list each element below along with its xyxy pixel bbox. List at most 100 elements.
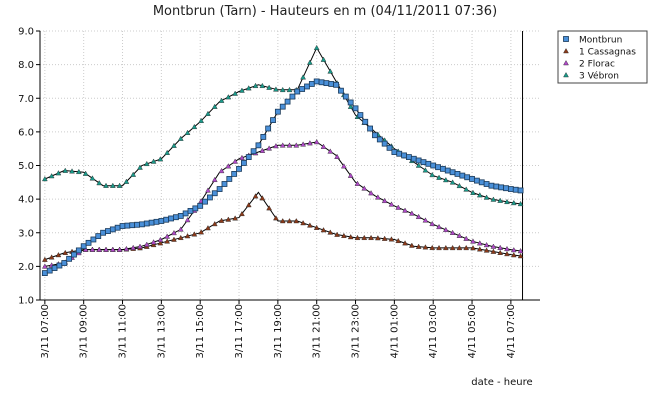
data-point <box>422 167 429 173</box>
x-tick-label: 3/11 13:00 <box>156 304 167 358</box>
data-point <box>294 88 301 95</box>
data-point <box>62 167 69 173</box>
data-point <box>381 197 388 204</box>
data-point <box>103 182 109 188</box>
data-point <box>239 210 245 217</box>
data-point <box>341 163 347 169</box>
data-point <box>386 144 393 151</box>
data-point <box>323 80 330 87</box>
data-point <box>442 244 449 251</box>
data-point <box>173 214 179 221</box>
data-point <box>476 192 483 198</box>
data-point <box>232 90 238 96</box>
data-point <box>42 263 48 269</box>
data-point <box>470 189 476 195</box>
data-point <box>143 241 150 247</box>
data-point <box>48 254 55 260</box>
data-point <box>119 223 126 229</box>
legend-label: 2 Florac <box>579 60 615 70</box>
data-point <box>367 125 373 132</box>
data-point <box>300 220 306 226</box>
data-point <box>504 251 510 257</box>
data-point <box>286 142 293 148</box>
data-point <box>338 87 344 94</box>
data-point <box>191 231 198 237</box>
data-point <box>202 198 208 205</box>
data-point <box>157 240 164 246</box>
data-point <box>327 148 334 154</box>
data-point <box>376 136 383 143</box>
data-point <box>483 242 490 248</box>
data-point <box>490 196 497 202</box>
legend-label: 1 Cassagnas <box>579 48 636 58</box>
legend-marker <box>563 36 569 42</box>
data-point <box>456 232 463 238</box>
y-tick-label: 8.0 <box>18 60 34 71</box>
data-point <box>232 158 238 164</box>
data-point <box>498 184 505 191</box>
data-point <box>134 221 140 228</box>
data-point <box>476 246 483 252</box>
data-point <box>320 227 327 233</box>
data-point <box>476 240 483 246</box>
data-point <box>510 252 517 258</box>
data-point <box>255 142 262 149</box>
data-point <box>226 176 233 182</box>
data-point <box>473 177 480 184</box>
data-point <box>449 229 456 235</box>
data-point <box>259 82 266 89</box>
data-point <box>148 219 155 226</box>
data-point <box>245 154 252 160</box>
y-tick-label: 2.0 <box>18 262 34 273</box>
data-point <box>157 156 164 162</box>
data-point <box>55 170 62 176</box>
data-point <box>463 186 470 192</box>
x-tick-label: 3/11 15:00 <box>195 304 206 358</box>
data-point <box>478 179 485 186</box>
data-point <box>211 190 218 197</box>
data-point <box>157 236 164 243</box>
data-point <box>164 233 171 239</box>
data-point <box>327 68 334 74</box>
data-point <box>259 195 266 201</box>
data-point <box>75 247 82 254</box>
data-point <box>442 177 449 183</box>
data-point <box>464 174 471 181</box>
data-point <box>96 246 103 252</box>
data-point <box>510 199 517 206</box>
data-point <box>56 262 63 269</box>
x-tick-label: 4/11 07:00 <box>506 304 517 358</box>
data-point <box>100 229 107 236</box>
data-point <box>420 159 427 166</box>
data-point <box>150 241 157 248</box>
data-point <box>440 165 446 172</box>
data-point <box>150 158 157 164</box>
data-point <box>177 226 184 232</box>
data-point <box>470 238 476 244</box>
data-point <box>266 84 272 90</box>
data-point <box>85 239 92 246</box>
data-point <box>415 213 422 219</box>
y-tick-label: 5.0 <box>18 161 34 172</box>
data-point <box>334 153 340 159</box>
data-point <box>62 249 69 255</box>
data-point <box>504 245 510 252</box>
data-point <box>232 215 238 221</box>
data-point <box>490 248 497 254</box>
data-point <box>313 78 320 85</box>
data-point <box>218 97 225 103</box>
data-point <box>304 83 310 90</box>
data-point <box>347 99 354 106</box>
data-point <box>381 235 388 241</box>
legend-label: 3 Vébron <box>579 71 619 82</box>
legend-marker <box>563 72 569 78</box>
data-point <box>252 193 259 199</box>
data-point <box>130 171 137 177</box>
data-point <box>307 222 313 228</box>
data-point <box>218 217 225 223</box>
data-point <box>320 143 327 149</box>
data-point <box>375 194 381 200</box>
y-tick-label: 7.0 <box>18 94 34 105</box>
